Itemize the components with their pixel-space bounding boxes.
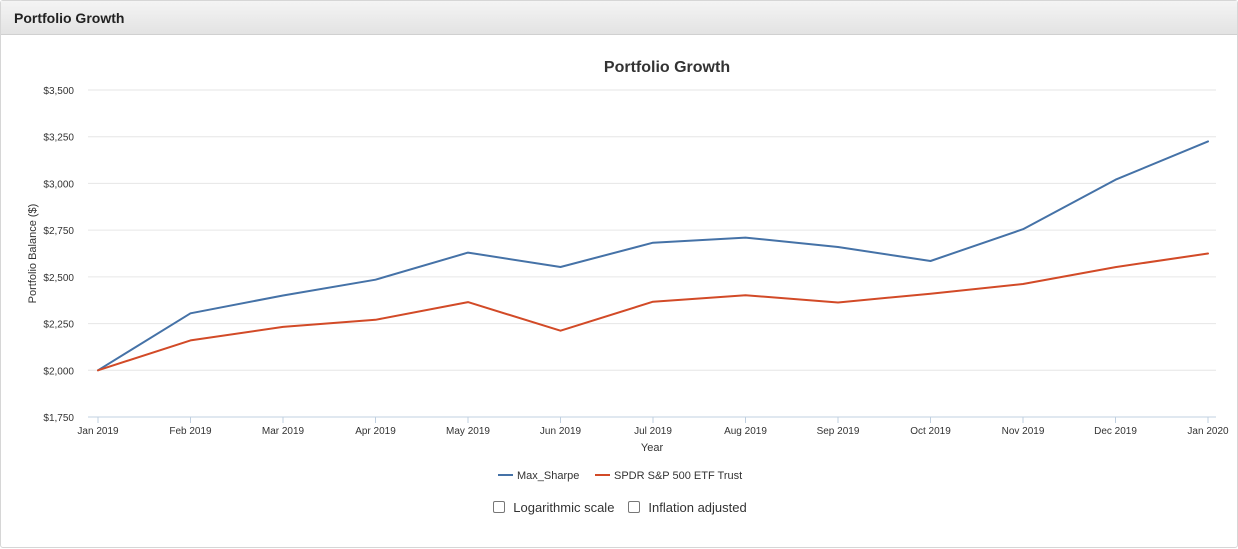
inflation-adjusted-checkbox[interactable]	[628, 501, 641, 513]
chart-options: Logarithmic scale Inflation adjusted	[1, 497, 1238, 517]
series-line-0	[97, 140, 1209, 372]
x-tick-label: Dec 2019	[1094, 426, 1137, 437]
x-axis-title: Year	[641, 442, 664, 454]
x-tick-label: Jan 2019	[77, 426, 119, 437]
x-tick-label: Mar 2019	[262, 426, 305, 437]
y-axis-title: Portfolio Balance ($)	[27, 204, 39, 304]
x-tick-label: May 2019	[446, 426, 490, 437]
y-tick-label: $2,750	[43, 226, 74, 237]
legend-label-0: Max_Sharpe	[517, 470, 579, 482]
series-line-1	[97, 252, 1209, 372]
y-tick-label: $2,500	[43, 273, 74, 284]
log-scale-checkbox[interactable]	[493, 501, 506, 513]
x-tick-label: Apr 2019	[355, 426, 396, 437]
log-scale-option[interactable]: Logarithmic scale	[493, 500, 614, 515]
y-tick-label: $1,750	[43, 413, 74, 424]
y-tick-label: $3,500	[43, 86, 74, 97]
inflation-adjusted-label: Inflation adjusted	[648, 499, 747, 515]
x-tick-label: Feb 2019	[169, 426, 212, 437]
x-tick-label: Aug 2019	[724, 426, 767, 437]
legend-label-1: SPDR S&P 500 ETF Trust	[614, 470, 742, 482]
y-tick-label: $2,000	[43, 366, 74, 377]
x-tick-label: Sep 2019	[817, 426, 860, 437]
x-tick-label: Jun 2019	[540, 426, 582, 437]
x-tick-label: Jan 2020	[1187, 426, 1229, 437]
y-tick-label: $3,250	[43, 133, 74, 144]
chart-title: Portfolio Growth	[604, 59, 730, 76]
x-tick-label: Jul 2019	[634, 426, 672, 437]
y-tick-label: $3,000	[43, 179, 74, 190]
panel-title: Portfolio Growth	[1, 1, 1237, 35]
inflation-adjusted-option[interactable]: Inflation adjusted	[628, 499, 747, 515]
y-tick-label: $2,250	[43, 320, 74, 331]
log-scale-label: Logarithmic scale	[513, 499, 615, 515]
x-tick-label: Nov 2019	[1002, 426, 1045, 437]
x-tick-label: Oct 2019	[910, 426, 951, 437]
